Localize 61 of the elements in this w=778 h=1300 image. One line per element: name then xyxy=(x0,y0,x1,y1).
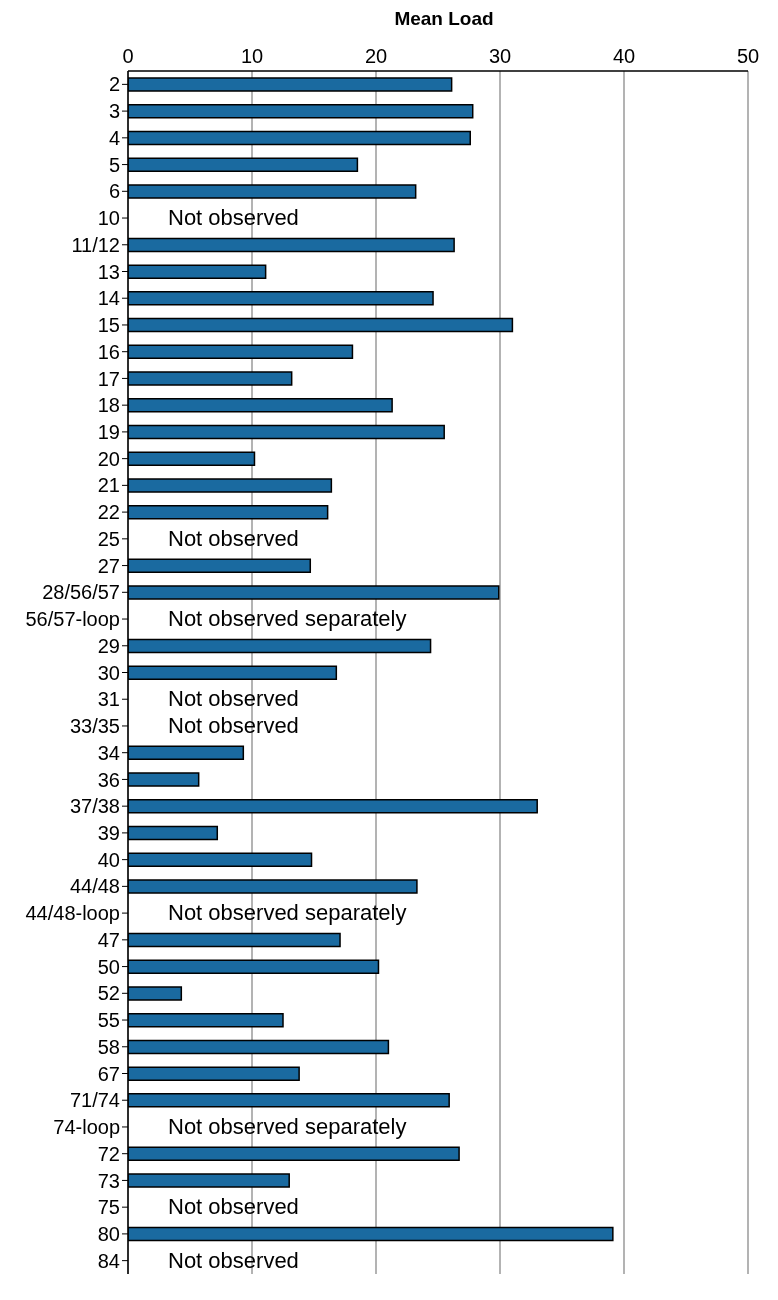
y-tick-label: 25 xyxy=(97,527,120,550)
y-tick-label: 30 xyxy=(97,661,120,684)
annotation: Not observed xyxy=(168,1194,299,1221)
y-tick-label: 74-loop xyxy=(53,1116,120,1139)
y-tick-label: 56/57-loop xyxy=(25,608,120,631)
x-tick-label: 50 xyxy=(736,45,760,67)
y-tick-label: 4 xyxy=(108,126,120,149)
y-tick-label: 80 xyxy=(97,1223,120,1245)
x-tick-label: 30 xyxy=(488,45,512,67)
y-tick-label: 31 xyxy=(97,688,120,711)
y-tick-label: 73 xyxy=(97,1169,120,1192)
y-tick-label: 18 xyxy=(97,394,120,417)
x-axis-title: Mean Load xyxy=(393,8,495,31)
y-tick-label: 52 xyxy=(97,982,120,1005)
y-tick-label: 28/56/57 xyxy=(42,581,120,604)
annotation: Not observed xyxy=(168,1247,299,1274)
y-tick-label: 6 xyxy=(108,180,120,203)
y-tick-label: 67 xyxy=(97,1062,120,1085)
y-tick-label: 34 xyxy=(97,741,120,764)
y-tick-label: 15 xyxy=(97,314,120,337)
y-tick-label: 47 xyxy=(97,928,120,951)
y-tick-label: 2 xyxy=(108,73,120,96)
y-tick-label: 58 xyxy=(97,1035,120,1058)
annotation: Not observed xyxy=(168,686,299,713)
annotation: Not observed xyxy=(168,205,299,232)
y-tick-label: 17 xyxy=(97,367,120,390)
y-tick-label: 22 xyxy=(97,501,120,524)
y-tick-label: 44/48 xyxy=(69,875,120,898)
annotation: Not observed separately xyxy=(168,900,407,927)
x-tick-label: 10 xyxy=(240,45,264,67)
y-tick-label: 11/12 xyxy=(71,233,120,256)
y-tick-label: 36 xyxy=(97,768,120,791)
y-tick-label: 29 xyxy=(97,634,120,657)
y-tick-label: 16 xyxy=(97,340,120,363)
y-tick-label: 3 xyxy=(108,100,120,123)
x-tick-label: 40 xyxy=(612,45,636,67)
y-tick-label: 20 xyxy=(97,447,120,470)
y-tick-label: 27 xyxy=(97,554,120,577)
y-tick-label: 21 xyxy=(97,474,120,497)
y-tick-label: 50 xyxy=(97,955,120,978)
y-tick-label: 84 xyxy=(97,1249,120,1272)
y-tick-label: 10 xyxy=(97,207,120,230)
y-tick-label: 33/35 xyxy=(69,715,120,738)
y-tick-label: 19 xyxy=(97,421,120,443)
x-tick-label: 20 xyxy=(364,45,388,67)
annotation: Not observed separately xyxy=(168,1113,407,1140)
y-tick-label: 71/74 xyxy=(69,1089,120,1112)
y-tick-label: 14 xyxy=(97,287,120,310)
x-tick-label: 0 xyxy=(122,45,134,67)
y-tick-label: 75 xyxy=(97,1196,120,1219)
y-tick-label: 5 xyxy=(108,153,120,176)
y-tick-label: 40 xyxy=(97,848,120,871)
y-tick-label: 72 xyxy=(97,1142,120,1165)
y-tick-label: 55 xyxy=(97,1009,120,1032)
y-tick-label: 39 xyxy=(97,822,120,844)
annotation: Not observed separately xyxy=(168,606,407,633)
annotation: Not observed xyxy=(168,525,299,552)
annotation: Not observed xyxy=(168,712,299,739)
y-tick-label: 44/48-loop xyxy=(25,902,120,925)
y-tick-label: 13 xyxy=(97,260,120,283)
y-tick-label: 37/38 xyxy=(69,795,120,818)
